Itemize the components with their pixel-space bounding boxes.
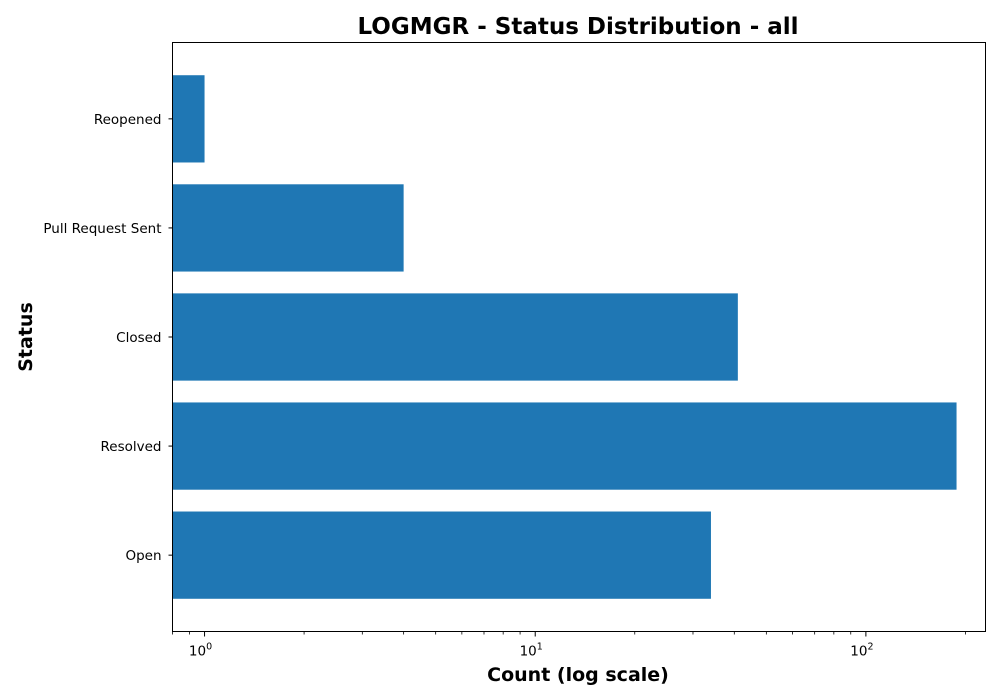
x-tick-layer: 100 101 102 <box>172 631 966 660</box>
chart-title: LOGMGR - Status Distribution - all <box>357 14 798 40</box>
y-axis-label: Status <box>15 302 37 372</box>
y-tick-layer: Open Resolved Closed Pull Request Sent Reope… <box>43 112 173 564</box>
x-tick-label: 101 <box>520 642 543 660</box>
y-tick-label: Open <box>125 548 161 564</box>
bar-reopened <box>172 75 205 163</box>
plot-frame <box>172 42 986 632</box>
bar-resolved <box>172 402 957 490</box>
bar-open <box>172 511 711 599</box>
bars-layer <box>172 75 957 599</box>
y-tick-label: Resolved <box>101 439 162 455</box>
x-tick-label: 100 <box>189 642 212 660</box>
bar-closed <box>172 293 738 381</box>
x-tick-label: 102 <box>850 642 873 660</box>
y-tick-label: Pull Request Sent <box>43 221 161 237</box>
bar-pull-request-sent <box>172 184 404 272</box>
y-tick-label: Reopened <box>94 112 162 128</box>
y-tick-label: Closed <box>116 330 161 346</box>
x-axis-label: Count (log scale) <box>487 664 669 686</box>
